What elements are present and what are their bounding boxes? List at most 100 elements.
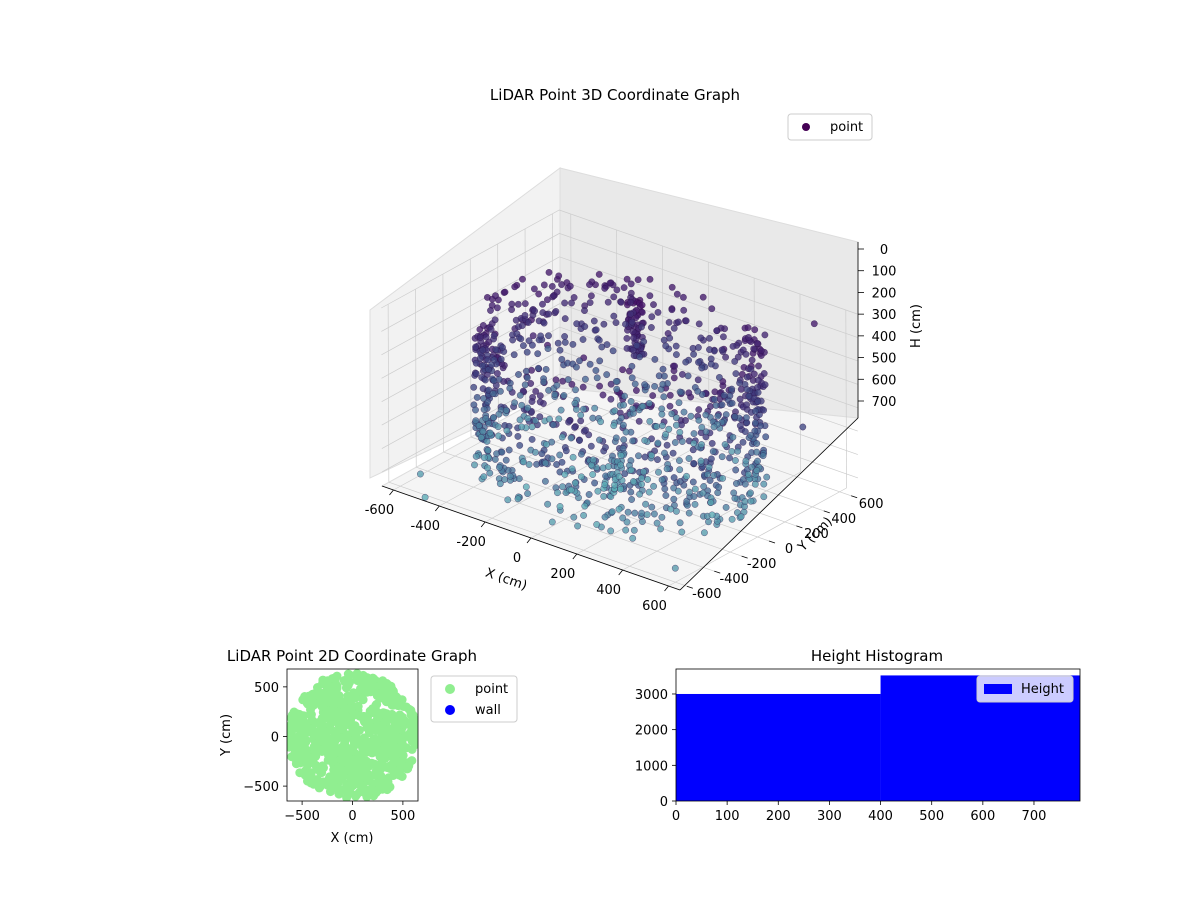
point-3d (710, 423, 718, 431)
point-3d (726, 392, 734, 400)
point-3d (562, 447, 570, 455)
point-3d (645, 400, 653, 407)
point-3d (697, 334, 705, 342)
point-3d (592, 326, 600, 334)
point-3d (748, 356, 756, 364)
point-3d (567, 434, 575, 442)
point-3d (659, 380, 667, 388)
point-3d (706, 477, 714, 484)
point-3d (489, 390, 497, 397)
point-3d (695, 358, 702, 366)
grid-line-y-wall (469, 258, 472, 438)
point-3d (495, 410, 503, 418)
point-3d (602, 444, 609, 451)
point-2d (358, 695, 368, 705)
point-3d (524, 490, 531, 497)
point-3d (729, 343, 737, 350)
point-3d (619, 514, 627, 522)
point-3d (539, 300, 546, 308)
x-tick-label-hist: 200 (766, 809, 791, 824)
point-3d (654, 456, 661, 463)
point-3d (700, 483, 708, 490)
point-3d (675, 399, 683, 407)
point-2d (386, 681, 396, 691)
point-3d (561, 299, 568, 307)
point-3d (568, 380, 576, 388)
point-2d (361, 748, 371, 757)
point-3d (757, 422, 764, 430)
y-axis-line (679, 417, 859, 591)
ticks-3d: -600-400-2000200400600-600-400-200020040… (365, 243, 897, 614)
point-3d (709, 448, 717, 455)
point-3d (576, 357, 583, 365)
y-tick-label-3d: -600 (692, 587, 722, 602)
point-3d (763, 473, 771, 481)
point-3d (721, 441, 729, 448)
point-3d (741, 428, 749, 435)
point-3d (615, 473, 623, 480)
point-3d (745, 334, 752, 341)
legend-2d-point-marker (445, 684, 455, 694)
point-3d (545, 310, 552, 318)
point-3d (636, 353, 643, 361)
x-tick-label-3d: 200 (550, 567, 575, 582)
point-3d (601, 481, 609, 489)
point-2d (408, 725, 418, 735)
y-tick-label-hist: 0 (660, 795, 668, 810)
point-3d (576, 437, 583, 444)
z-tick-label-3d: 100 (872, 265, 897, 280)
x-tick-label-hist: 100 (715, 809, 740, 824)
x-tick-3d (572, 553, 578, 560)
point-3d (676, 388, 684, 396)
y-tick-3d (851, 495, 858, 499)
point-2d (327, 682, 337, 692)
z-tick-label-3d: 200 (872, 286, 897, 301)
x-tick-label-3d: 400 (596, 583, 621, 598)
point-3d (574, 522, 581, 530)
point-3d (622, 320, 629, 328)
point-3d (593, 374, 601, 382)
point-3d (477, 354, 484, 362)
histogram-ticks: 0 100 200 300 400 500 600 700 0 1000 2000 3000 (635, 688, 1046, 824)
point-2d (382, 694, 392, 704)
point-3d (523, 374, 531, 382)
scatter-2d-plot (287, 669, 418, 801)
y-tick-3d (741, 555, 748, 559)
y-tick-label-2d: −500 (243, 780, 279, 795)
point-3d (593, 521, 601, 528)
point-3d (544, 500, 551, 508)
point-3d (521, 312, 529, 319)
point-3d (544, 296, 551, 304)
point-3d (638, 474, 645, 482)
point-3d (742, 350, 750, 358)
point-3d (659, 422, 666, 429)
point-3d (536, 398, 544, 406)
point-3d (480, 406, 488, 413)
point-3d (548, 518, 556, 526)
point-3d (472, 406, 479, 414)
x-tick-label-3d: 600 (642, 599, 667, 614)
point-3d (623, 345, 631, 352)
point-2d (324, 750, 333, 760)
point-3d (631, 509, 639, 517)
point-3d (708, 440, 716, 447)
point-3d (732, 457, 739, 464)
point-2d (311, 739, 321, 749)
point-3d (514, 433, 522, 440)
point-3d (754, 398, 762, 405)
x-tick-3d (618, 569, 624, 576)
point-3d (482, 333, 490, 341)
point-2d (387, 750, 397, 760)
y-tick-label-3d: -200 (747, 557, 777, 572)
point-3d (482, 415, 490, 422)
point-3d (761, 381, 769, 389)
point-3d (678, 528, 686, 536)
point-3d (661, 449, 668, 457)
point-2d (319, 763, 328, 773)
x-axis-label-2d: X (cm) (331, 831, 374, 846)
y-tick-3d (686, 585, 693, 589)
point-3d (624, 508, 632, 516)
point-3d (728, 385, 736, 393)
point-3d (479, 346, 487, 354)
grid-line-y (416, 466, 715, 572)
